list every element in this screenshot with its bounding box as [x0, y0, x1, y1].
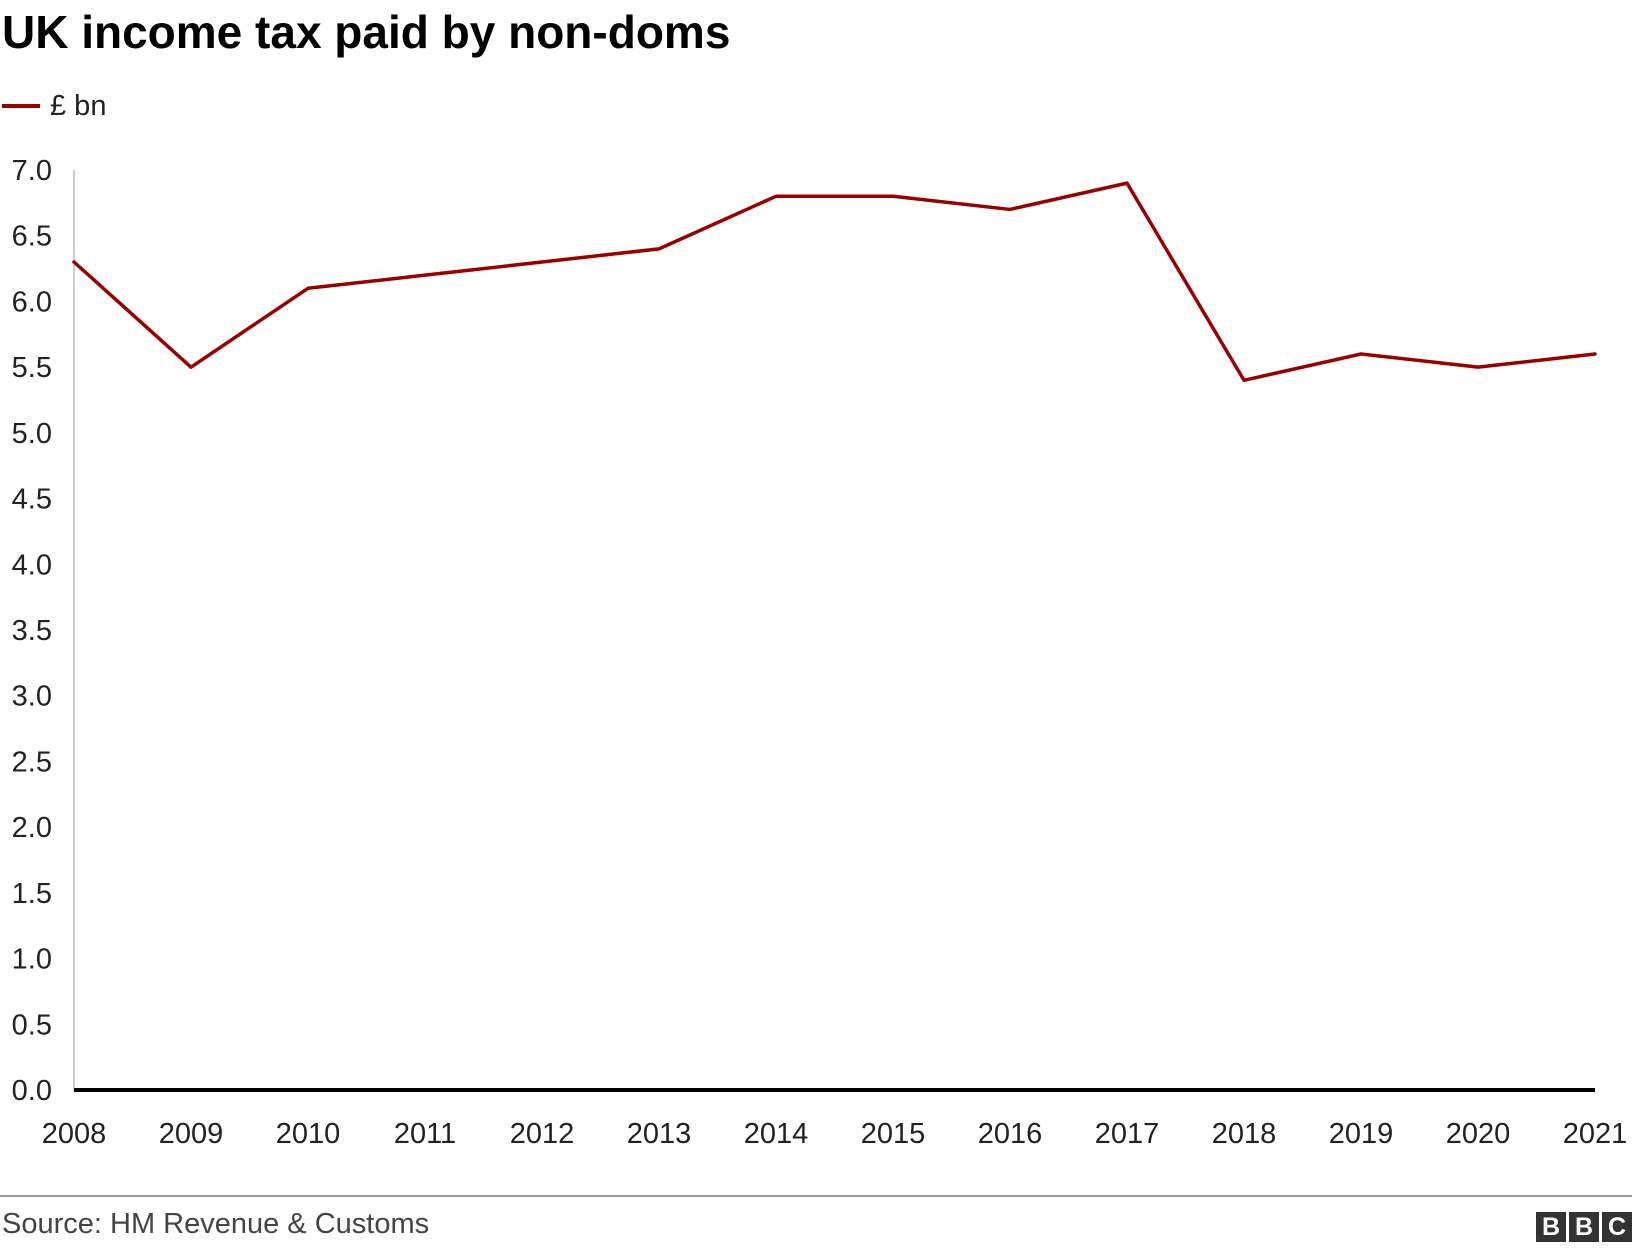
y-tick-label: 5.5 — [12, 352, 52, 384]
legend-swatch — [2, 104, 40, 108]
footer-divider — [0, 1195, 1632, 1197]
legend-label: £ bn — [50, 90, 107, 122]
series-line — [72, 181, 1597, 383]
data-point — [423, 273, 427, 277]
x-tick-label: 2018 — [1212, 1118, 1277, 1150]
y-tick-label: 0.5 — [12, 1009, 52, 1041]
x-tick-label: 2009 — [159, 1118, 224, 1150]
x-tick-label: 2016 — [978, 1118, 1043, 1150]
y-tick-label: 1.5 — [12, 878, 52, 910]
x-tick-label: 2019 — [1329, 1118, 1394, 1150]
x-tick-label: 2013 — [627, 1118, 692, 1150]
y-tick-label: 4.5 — [12, 484, 52, 516]
x-tick-label: 2021 — [1563, 1118, 1628, 1150]
x-tick-label: 2017 — [1095, 1118, 1160, 1150]
x-tick-label: 2020 — [1446, 1118, 1511, 1150]
y-tick-label: 2.0 — [12, 812, 52, 844]
bbc-logo: B B C — [1536, 1212, 1632, 1242]
x-tick-label: 2015 — [861, 1118, 926, 1150]
data-point — [540, 260, 544, 264]
data-point — [774, 194, 778, 198]
y-tick-label: 0.0 — [12, 1075, 52, 1107]
logo-letter: C — [1602, 1212, 1632, 1242]
x-tick-label: 2010 — [276, 1118, 341, 1150]
data-point — [1008, 207, 1012, 211]
x-tick-label: 2011 — [394, 1118, 456, 1150]
data-point — [1476, 365, 1480, 369]
data-point — [1242, 378, 1246, 382]
y-tick-label: 7.0 — [12, 155, 52, 187]
data-point — [1359, 352, 1363, 356]
data-point — [1593, 352, 1597, 356]
data-point — [1125, 181, 1129, 185]
data-point — [306, 286, 310, 290]
x-tick-label: 2014 — [744, 1118, 809, 1150]
data-point — [657, 247, 661, 251]
chart-title: UK income tax paid by non-doms — [2, 6, 731, 58]
logo-letter: B — [1536, 1212, 1566, 1242]
y-tick-label: 6.5 — [12, 221, 52, 253]
y-tick-label: 1.0 — [12, 944, 52, 976]
source-note: Source: HM Revenue & Customs — [2, 1208, 430, 1240]
x-tick-label: 2012 — [510, 1118, 575, 1150]
data-point — [189, 365, 193, 369]
data-point — [72, 260, 76, 264]
y-tick-label: 2.5 — [12, 746, 52, 778]
legend: £ bn — [2, 88, 106, 124]
y-tick-label: 4.0 — [12, 549, 52, 581]
logo-letter: B — [1569, 1212, 1599, 1242]
y-tick-label: 3.0 — [12, 681, 52, 713]
data-point — [891, 194, 895, 198]
x-tick-label: 2008 — [42, 1118, 107, 1150]
y-tick-label: 6.0 — [12, 286, 52, 318]
line-chart: 0.0 0.5 1.0 1.5 2.0 2.5 3.0 3.5 4.0 4.5 5.0 5.5 6.0 6… — [12, 155, 1628, 1150]
y-tick-label: 3.5 — [12, 615, 52, 647]
y-tick-label: 5.0 — [12, 418, 52, 450]
